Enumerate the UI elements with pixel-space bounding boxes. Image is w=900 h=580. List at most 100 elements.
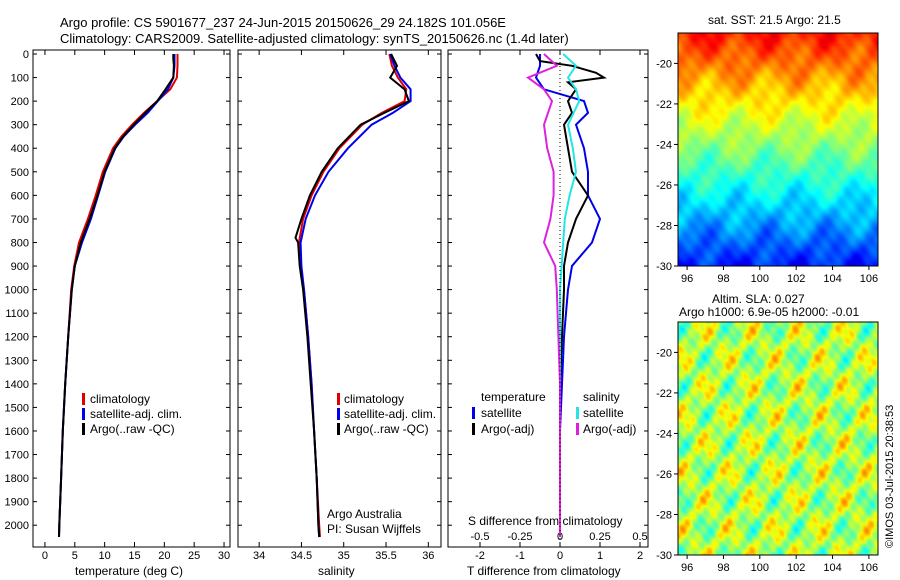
map-x-tick-label: 102 <box>787 562 805 574</box>
map-y-tick-label: -30 <box>656 550 672 562</box>
difference-xlabel: T difference from climatology <box>467 564 621 578</box>
x-tick-label: -2 <box>475 550 485 562</box>
map-y-tick-label: -28 <box>656 509 672 521</box>
salinity-axis-ticks: 34 34.5 35 35.5 36 <box>238 50 441 562</box>
series-line-satellite-adj-clim- <box>299 53 412 538</box>
y-tick-label: 1300 <box>5 355 29 367</box>
figure-title-line2: Climatology: CARS2009. Satellite-adjuste… <box>60 31 569 46</box>
map-y-tick-label: -30 <box>656 261 672 273</box>
temperature-legend: climatology satellite-adj. clim. Argo(..… <box>82 392 182 436</box>
sla-map-frame <box>677 321 879 556</box>
y-tick-label: 1800 <box>5 473 29 485</box>
map-y-tick-label: -20 <box>656 347 672 359</box>
x-tick-label: 34.5 <box>291 550 312 562</box>
map-x-tick-label: 98 <box>717 562 729 574</box>
map-x-tick-label: 100 <box>751 562 769 574</box>
sst-map-title: sat. SST: 21.5 Argo: 21.5 <box>708 13 841 27</box>
x-tick-label: 20 <box>158 550 170 562</box>
sst-heatmap <box>678 33 878 266</box>
legend-swatch-satellite-adj <box>82 408 85 420</box>
legend-swatch-climatology <box>337 393 340 405</box>
sla-map <box>677 321 879 556</box>
map-x-tick-label: 104 <box>823 562 841 574</box>
map-x-tick-label: 96 <box>681 273 693 285</box>
legend-label: satellite-adj. clim. <box>90 407 182 421</box>
map-y-tick-label: -20 <box>656 58 672 70</box>
legend-swatch-sal-argo <box>576 423 579 435</box>
x-tick-label: 35.5 <box>375 550 396 562</box>
map-x-tick-label: 96 <box>681 562 693 574</box>
legend-swatch-climatology <box>82 393 85 405</box>
top-x-tick-label: 0.25 <box>589 531 610 543</box>
y-tick-label: 1900 <box>5 497 29 509</box>
legend-swatch-argo <box>82 423 85 435</box>
x-tick-label: 10 <box>99 550 111 562</box>
y-tick-label: 800 <box>11 237 29 249</box>
x-tick-label: 25 <box>188 550 200 562</box>
map-x-tick-label: 102 <box>787 273 805 285</box>
x-tick-label: 0 <box>42 550 48 562</box>
difference-axis-ticks: -2 -1 0 1 2-0.5 -0.25 0 0.25 0.5 <box>448 50 648 562</box>
timestamp-stamp: ©IMOS 03-Jul-2015 20:38:53 <box>884 405 896 548</box>
y-tick-label: 400 <box>11 143 29 155</box>
sla-map-subtitle: Argo h1000: 6.9e-05 h2000: -0.01 <box>679 305 859 319</box>
map-y-tick-label: -22 <box>656 99 672 111</box>
map-y-tick-label: -22 <box>656 388 672 400</box>
diff-legend-temp-sat: satellite <box>481 406 522 420</box>
x-tick-label: 35 <box>338 550 350 562</box>
temperature-axis-ticks: 0100200300400500600700800900100011001200… <box>5 49 231 562</box>
map-y-tick-label: -24 <box>656 139 672 151</box>
x-tick-label: 15 <box>128 550 140 562</box>
x-tick-label: 5 <box>72 550 78 562</box>
top-x-tick-label: 0.5 <box>632 531 647 543</box>
x-tick-label: 30 <box>218 550 230 562</box>
map-y-tick-label: -26 <box>656 180 672 192</box>
difference-panel-frame <box>447 49 649 548</box>
legend-swatch-argo <box>337 423 340 435</box>
credit-line1: Argo Australia <box>327 507 402 521</box>
diff-legend-sal-title: salinity <box>583 390 620 404</box>
salinity-xlabel: salinity <box>318 564 355 578</box>
temperature-panel-frame <box>32 49 231 548</box>
series-line-salinity-argo-adj- <box>525 53 561 537</box>
sla-heatmap <box>678 322 878 555</box>
y-tick-label: 500 <box>11 167 29 179</box>
y-tick-label: 1600 <box>5 426 29 438</box>
temperature-lines <box>58 54 179 538</box>
y-tick-label: 1400 <box>5 379 29 391</box>
x-tick-label: 2 <box>637 550 643 562</box>
map-axis-ticks: 96 98 100 102 104 106 -20 -22 -24 -26 -28 -30 96 98 10… <box>656 58 878 574</box>
y-tick-label: 1700 <box>5 450 29 462</box>
map-x-tick-label: 106 <box>860 273 878 285</box>
legend-swatch-temp-satellite <box>472 407 475 419</box>
diff-legend-sal-sat: satellite <box>583 406 624 420</box>
diff-legend-temp-argo: Argo(-adj) <box>481 422 534 436</box>
legend-label: Argo(..raw -QC) <box>344 422 429 436</box>
y-tick-label: 700 <box>11 214 29 226</box>
difference-top-label: S difference from climatology <box>468 514 623 528</box>
map-y-tick-label: -28 <box>656 220 672 232</box>
x-tick-label: -1 <box>515 550 525 562</box>
series-line-temperature-argo-adj- <box>535 53 607 537</box>
diff-legend-sal-argo: Argo(-adj) <box>583 422 636 436</box>
x-tick-label: 34 <box>253 550 265 562</box>
map-x-tick-label: 98 <box>717 273 729 285</box>
map-x-tick-label: 100 <box>751 273 769 285</box>
y-tick-label: 300 <box>11 120 29 132</box>
legend-swatch-temp-argo <box>472 423 475 435</box>
figure-title-line1: Argo profile: CS 5901677_237 24-Jun-2015… <box>60 15 506 30</box>
top-x-tick-label: -0.25 <box>507 531 532 543</box>
temperature-xlabel: temperature (deg C) <box>75 564 183 578</box>
legend-label: climatology <box>344 392 404 406</box>
map-x-tick-label: 106 <box>860 562 878 574</box>
legend-swatch-satellite-adj <box>337 408 340 420</box>
series-line-argo-raw-qc- <box>294 53 411 538</box>
sst-map-frame <box>677 32 879 267</box>
y-tick-label: 1100 <box>5 308 29 320</box>
series-line-climatology <box>58 54 179 538</box>
difference-lines <box>525 50 607 547</box>
sst-map <box>677 32 879 267</box>
y-tick-label: 600 <box>11 190 29 202</box>
x-tick-label: 36 <box>422 550 434 562</box>
